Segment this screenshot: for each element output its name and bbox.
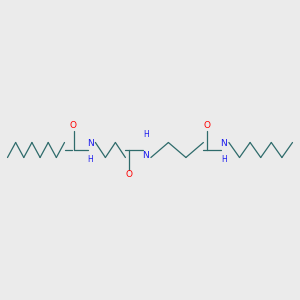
Text: O: O xyxy=(203,121,211,130)
Text: H: H xyxy=(221,155,227,164)
Text: N: N xyxy=(220,140,227,148)
Text: N: N xyxy=(87,140,93,148)
Text: N: N xyxy=(142,152,149,160)
Text: O: O xyxy=(125,170,133,179)
Text: O: O xyxy=(70,121,77,130)
Text: H: H xyxy=(143,130,149,139)
Text: H: H xyxy=(87,155,93,164)
